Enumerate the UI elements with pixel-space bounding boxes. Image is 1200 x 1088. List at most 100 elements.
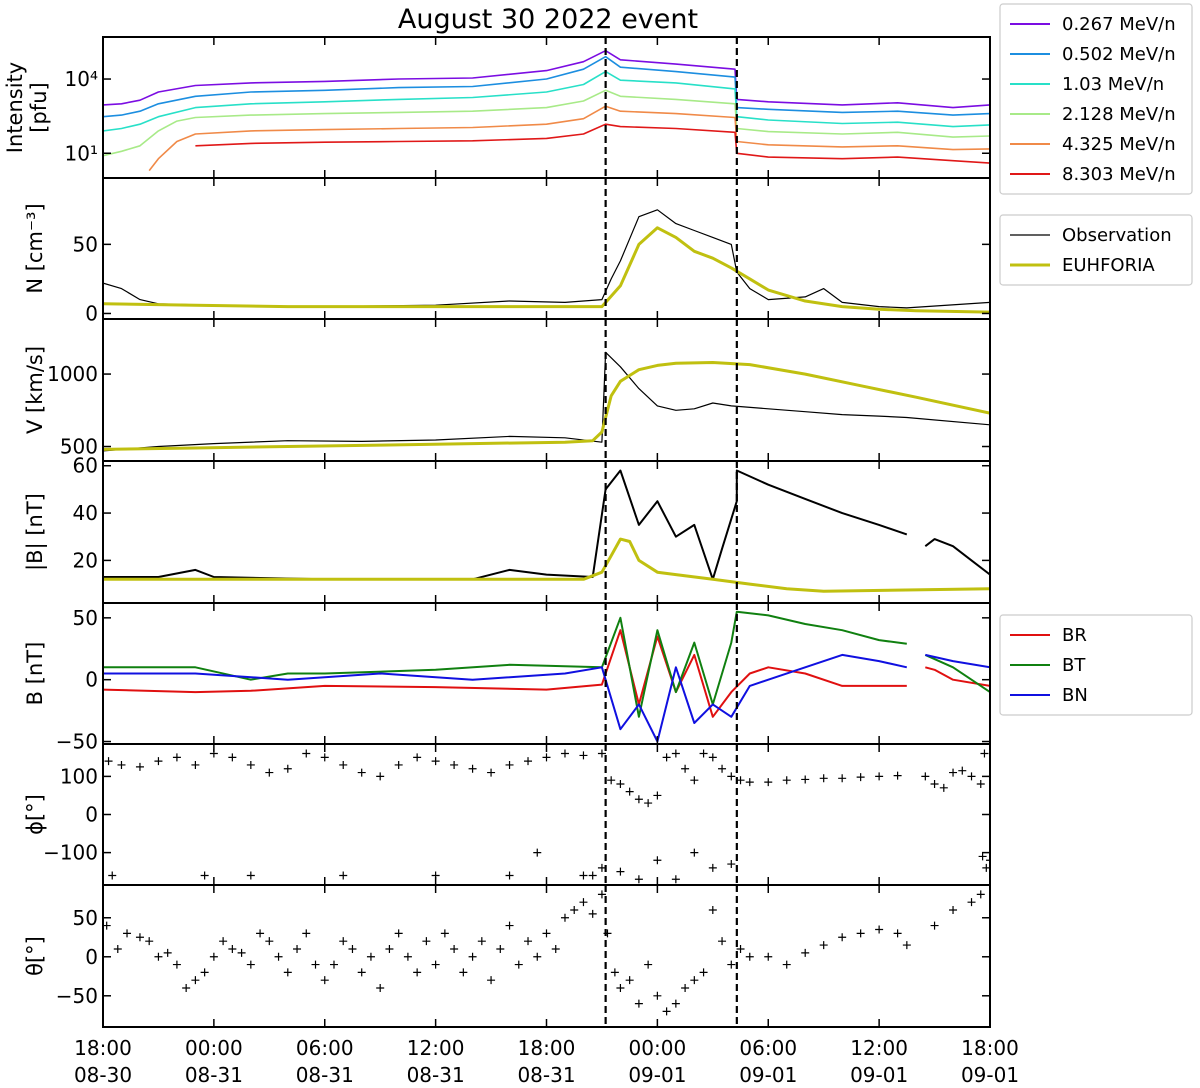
series-theta-point: [431, 960, 440, 969]
y-tick-label: 60: [73, 454, 98, 478]
series-theta-point: [597, 890, 606, 899]
y-axis-label: N [cm⁻³]: [23, 203, 47, 293]
y-tick-label: −50: [56, 730, 98, 754]
series-phi-point: [727, 860, 736, 869]
series-phi-point: [339, 760, 348, 769]
series-phi-point: [893, 771, 902, 780]
series-phi-point: [579, 871, 588, 880]
series-br-line: [103, 629, 907, 718]
series-theta-point: [902, 941, 911, 950]
series-phi-point: [560, 749, 569, 758]
series-phi-point: [533, 848, 542, 857]
series-phi-point: [579, 751, 588, 760]
series-phi-point: [662, 753, 671, 762]
series-phi-point: [819, 774, 828, 783]
series-theta-point: [533, 952, 542, 961]
series-theta-point: [265, 937, 274, 946]
series-phi-point: [782, 776, 791, 785]
y-tick-label: 50: [73, 232, 98, 256]
series-theta-point: [103, 921, 111, 930]
series-theta-point: [875, 925, 884, 934]
series-phi-point: [588, 871, 597, 880]
y-tick-label: −50: [56, 984, 98, 1008]
series-theta-point: [302, 929, 311, 938]
legend-label: 0.502 MeV/n: [1062, 44, 1176, 65]
series-phi-point: [172, 753, 181, 762]
x-tick-label-time: 18:00: [74, 1036, 132, 1060]
series-phi-point: [727, 772, 736, 781]
series-theta-point: [690, 976, 699, 985]
series-theta-point: [838, 933, 847, 942]
y-tick-label: −100: [43, 841, 98, 865]
panel-data: [103, 469, 990, 593]
series-theta-point: [468, 952, 477, 961]
x-tick-label-date: 08-30: [74, 1063, 132, 1087]
series-1-03-mev-n-line: [103, 70, 990, 132]
series-theta-point: [718, 937, 727, 946]
series-theta-point: [394, 929, 403, 938]
series-phi-point: [302, 749, 311, 758]
series-phi-point: [450, 760, 459, 769]
panel-7: −50 0 50 θ[°]: [23, 884, 991, 1028]
series-theta-point: [283, 968, 292, 977]
series-theta-point: [329, 960, 338, 969]
series-theta-point: [477, 937, 486, 946]
series-theta-point: [256, 929, 265, 938]
series-phi-point: [838, 774, 847, 783]
series-theta-point: [191, 976, 200, 985]
series-observation-line: [103, 209, 990, 309]
series-phi-point: [487, 768, 496, 777]
series-phi-point: [681, 764, 690, 773]
series-phi-point: [108, 871, 117, 880]
series-theta-point: [560, 913, 569, 922]
series-phi-point: [875, 772, 884, 781]
series-theta-point: [348, 944, 357, 953]
series-phi-point: [653, 791, 662, 800]
series-theta-point: [579, 898, 588, 907]
series-phi-point: [339, 871, 348, 880]
series-theta-point: [967, 898, 976, 907]
series-theta-point: [145, 937, 154, 946]
series-theta-point: [311, 960, 320, 969]
series-theta-point: [422, 937, 431, 946]
x-tick-label-time: 18:00: [961, 1036, 1019, 1060]
panel-data: [103, 49, 990, 172]
series-theta-point: [113, 944, 122, 953]
legend-box: [999, 3, 1193, 195]
series-phi-point: [671, 749, 680, 758]
x-tick-label-time: 12:00: [407, 1036, 465, 1060]
legend-label: BN: [1062, 685, 1088, 706]
series-theta-point: [708, 905, 717, 914]
series-phi-point: [801, 775, 810, 784]
series-theta-point: [625, 976, 634, 985]
y-tick-label: 50: [73, 606, 98, 630]
x-tick-label-time: 18:00: [518, 1036, 576, 1060]
series-theta-point: [403, 952, 412, 961]
legend-box: [999, 614, 1193, 716]
panel-frame: [102, 884, 991, 1028]
series-phi-point: [524, 757, 533, 766]
series-phi-point: [634, 875, 643, 884]
x-tick-label-time: 00:00: [185, 1036, 243, 1060]
series-phi-point: [708, 753, 717, 762]
legend-box: [999, 214, 1193, 286]
y-axis-label: [pfu]: [27, 82, 51, 132]
series-theta-point: [930, 921, 939, 930]
x-tick-label-time: 12:00: [850, 1036, 908, 1060]
series-theta-point: [671, 999, 680, 1008]
y-axis-label: θ[°]: [23, 936, 47, 976]
series-4-325-mev-n-line: [148, 105, 990, 172]
legend-label: EUHFORIA: [1062, 255, 1155, 276]
x-tick-label-date: 09-01: [961, 1063, 1019, 1087]
series-phi-point: [671, 875, 680, 884]
series-phi-point: [653, 856, 662, 865]
series-theta-point: [764, 952, 773, 961]
series-phi-point: [976, 780, 985, 789]
series-phi-point: [320, 753, 329, 762]
series-theta-point: [237, 948, 246, 957]
series-theta-point: [487, 976, 496, 985]
series-theta-point: [450, 944, 459, 953]
series-phi-point: [930, 780, 939, 789]
series-theta-point: [459, 968, 468, 977]
